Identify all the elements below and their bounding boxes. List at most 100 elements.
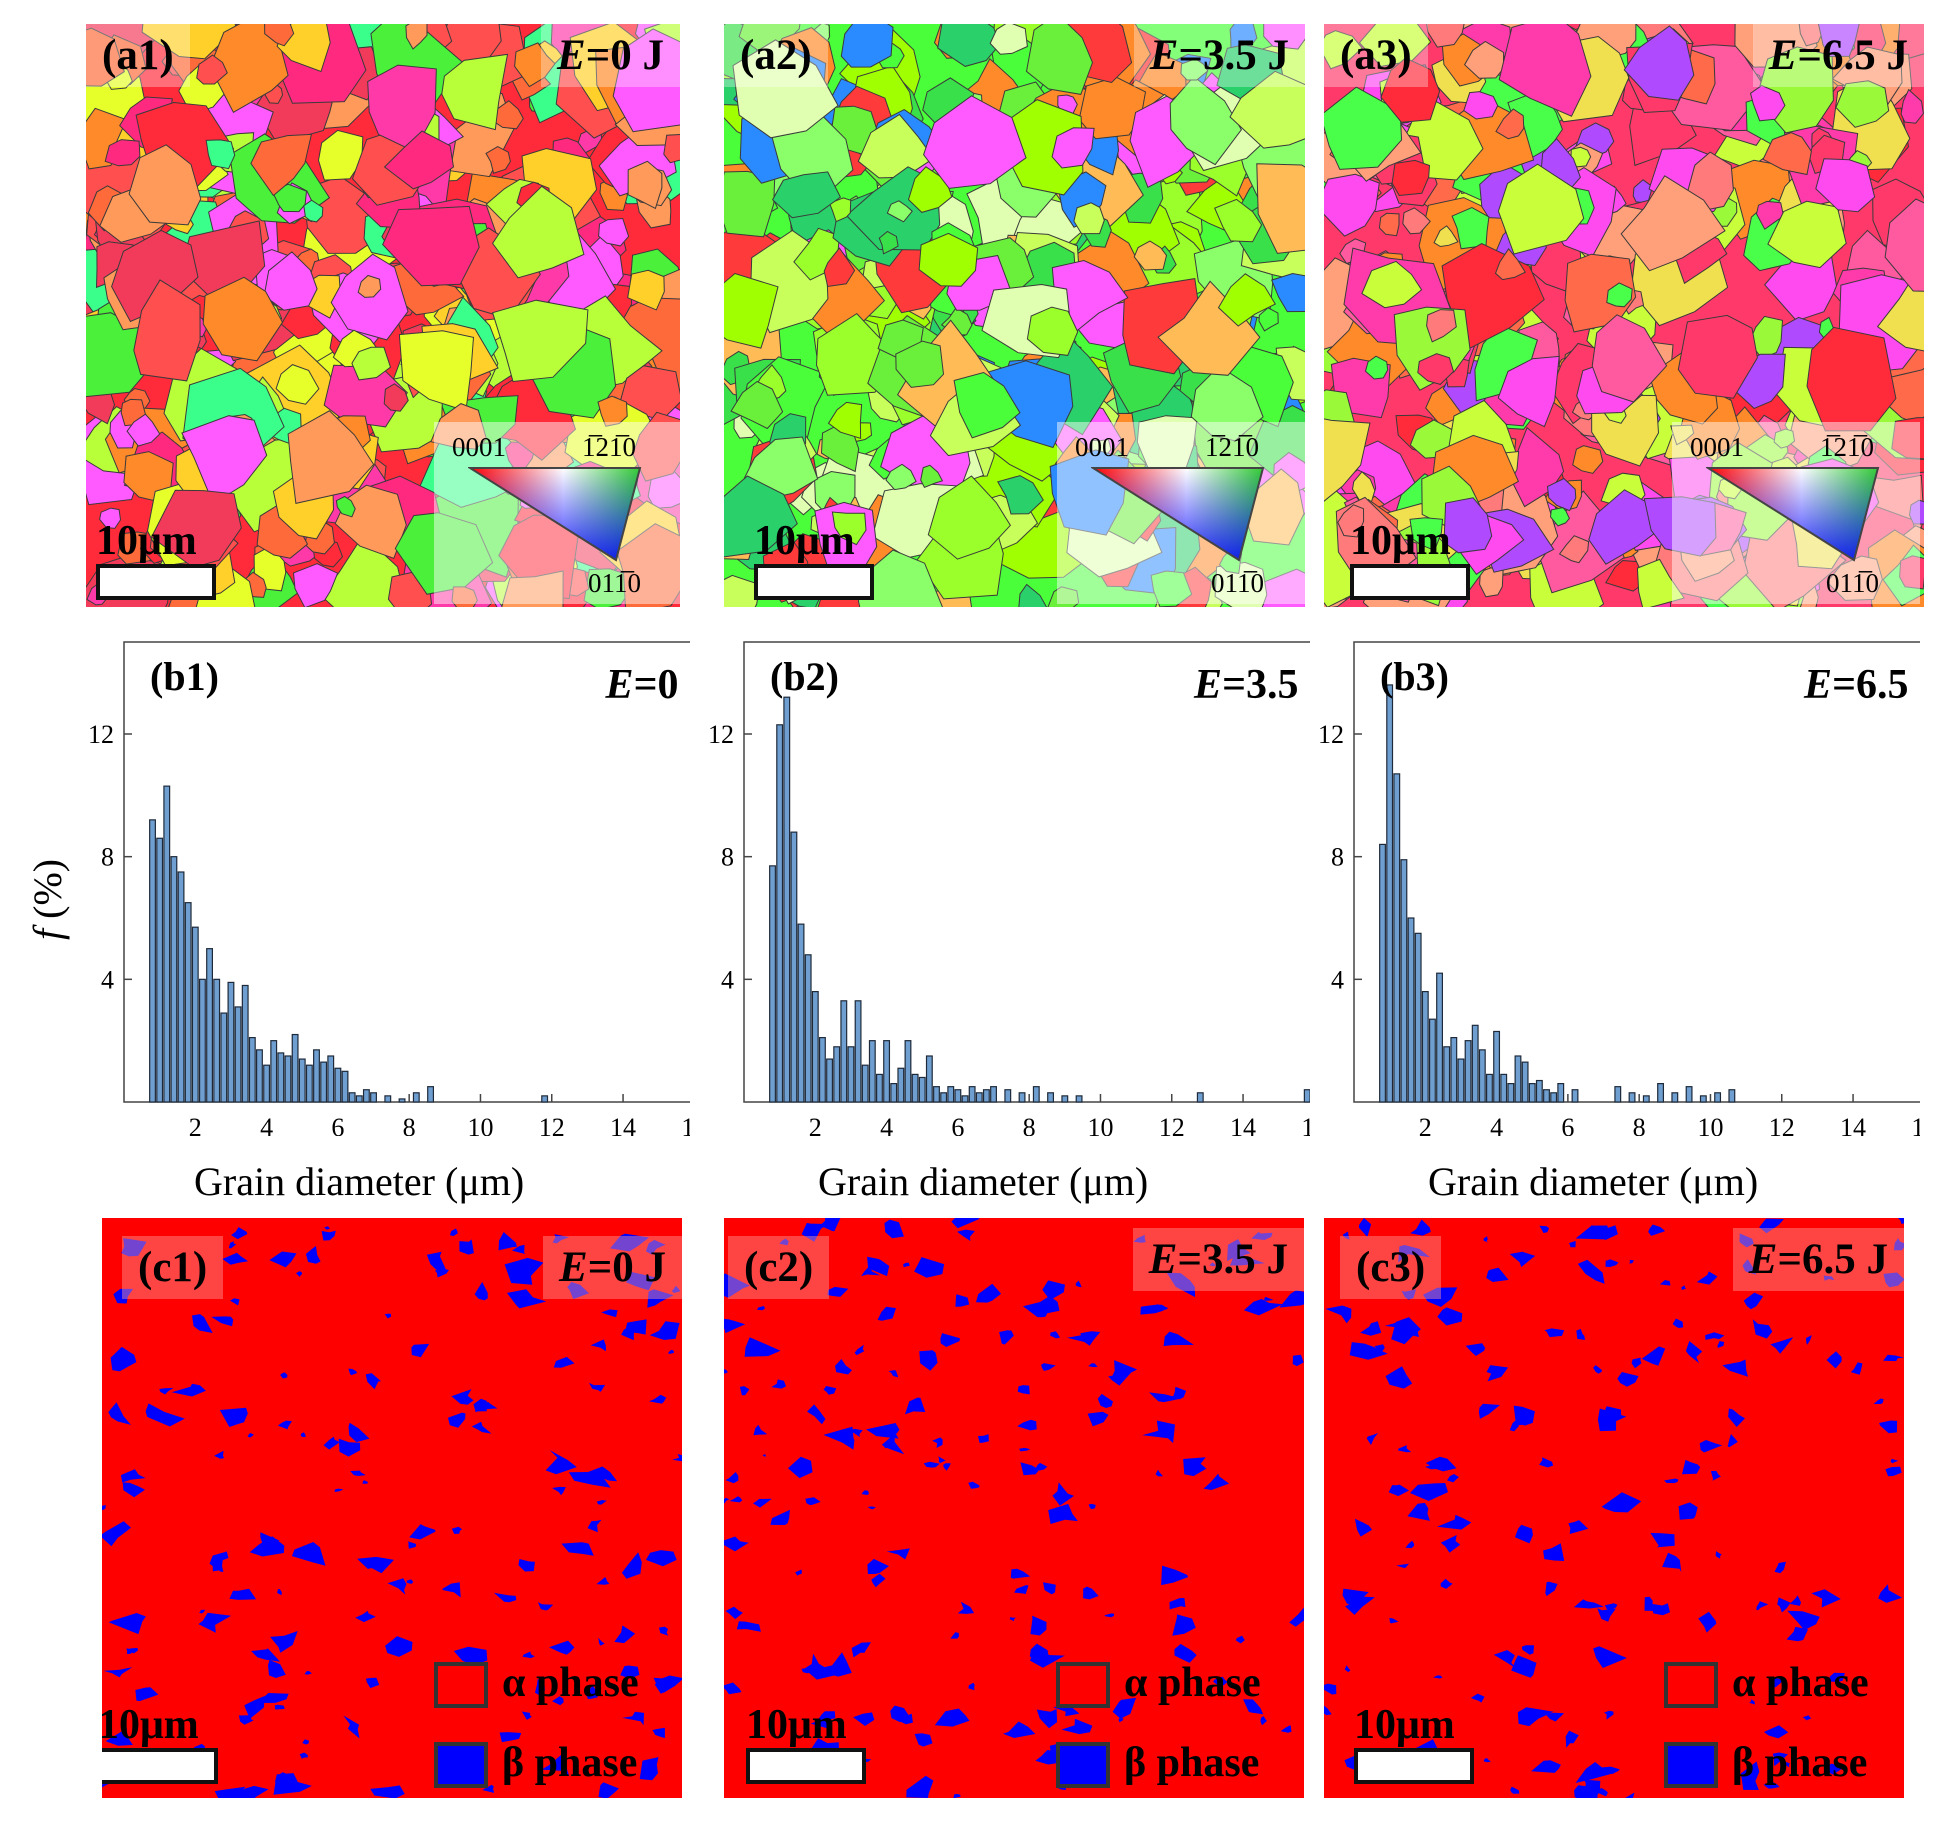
histogram-bar — [1436, 972, 1444, 1103]
panel-label: (c1) — [122, 1236, 224, 1299]
scale-bar-text: 10μm — [746, 1702, 847, 1748]
histogram-bar — [156, 837, 164, 1103]
beta-particle — [110, 1346, 137, 1372]
beta-particle — [1629, 1259, 1634, 1264]
y-tick-label: 4 — [721, 965, 734, 994]
ipf-corner-0110: 011̅0 — [588, 568, 641, 598]
beta-particle — [610, 1233, 650, 1252]
grain — [1180, 58, 1209, 81]
x-tick-label: 6 — [951, 1113, 964, 1136]
beta-particle — [122, 1482, 145, 1498]
histogram-bar — [854, 1000, 862, 1103]
beta-particle — [1159, 1304, 1168, 1310]
histogram-bar — [1685, 1086, 1693, 1103]
histogram-bar — [1671, 1092, 1679, 1103]
energy-label: E=6.5 J — [1752, 24, 1924, 87]
grain — [1620, 175, 1726, 272]
beta-particle — [622, 1711, 645, 1726]
histogram-bar — [811, 991, 819, 1103]
beta-particle — [435, 1268, 449, 1278]
beta-particle — [1342, 1588, 1369, 1609]
grain — [1025, 24, 1094, 95]
grain — [1214, 198, 1263, 243]
beta-particle — [1433, 1675, 1443, 1679]
histogram-bar — [1428, 1018, 1436, 1103]
histogram-bar — [1486, 1073, 1493, 1103]
legend-beta-swatch — [434, 1742, 488, 1788]
histogram-bar — [1457, 1058, 1465, 1103]
beta-particle — [957, 1601, 975, 1614]
grain — [1378, 212, 1400, 237]
beta-particle — [1388, 1484, 1409, 1497]
beta-particle — [1483, 1236, 1489, 1243]
beta-particle — [228, 1241, 237, 1249]
phase-map-c1: (c1) E=0 J α phase β phase 10μm — [102, 1218, 682, 1798]
grain — [303, 199, 324, 223]
beta-particle — [1705, 1332, 1725, 1340]
histogram-bar — [206, 948, 214, 1103]
grain — [1591, 314, 1668, 403]
grain — [150, 489, 242, 569]
beta-particle — [1607, 1259, 1614, 1264]
beta-particle — [1325, 1305, 1352, 1324]
beta-particle — [1756, 1601, 1769, 1611]
beta-particle — [1133, 1234, 1146, 1243]
beta-particle — [1209, 1262, 1216, 1267]
beta-particle — [1034, 1462, 1048, 1471]
histogram-svg: 4812246810121416(b2)E=3.5 J — [708, 641, 1351, 1142]
grain — [491, 185, 585, 279]
grain — [663, 134, 680, 164]
grain — [823, 247, 856, 288]
grain — [287, 410, 375, 505]
x-tick-label: 14 — [1840, 1113, 1866, 1136]
beta-particle — [861, 1265, 881, 1277]
beta-particle — [848, 1428, 863, 1438]
beta-particle — [1597, 1608, 1616, 1622]
beta-particle — [567, 1282, 589, 1300]
phase-image — [102, 1218, 682, 1798]
beta-particle — [1088, 1363, 1098, 1368]
beta-particle — [1279, 1290, 1304, 1308]
beta-particle — [817, 1711, 836, 1721]
legend-beta-text: β phase — [1732, 1740, 1868, 1786]
beta-particle — [823, 1426, 855, 1450]
beta-particle — [171, 1383, 206, 1397]
panel-label: (b1) — [150, 654, 219, 699]
grain — [1214, 561, 1268, 607]
grain — [1495, 108, 1525, 140]
beta-particle — [914, 1257, 945, 1278]
histogram-bar — [1699, 1095, 1707, 1103]
beta-particle — [244, 1696, 265, 1719]
grain — [612, 28, 680, 133]
phase-map-c3: (c3) E=6.5 J α phase β phase 10μm — [1324, 1218, 1904, 1798]
scale-bar-rect — [754, 564, 874, 600]
beta-particle — [999, 1330, 1014, 1345]
beta-particle — [1885, 1466, 1902, 1477]
grain — [501, 570, 564, 607]
beta-particle — [406, 1579, 414, 1584]
y-tick-label: 12 — [708, 720, 734, 749]
beta-particle — [219, 1407, 248, 1427]
beta-particle — [1513, 1405, 1535, 1426]
beta-particle — [1425, 1456, 1457, 1472]
beta-particle — [1883, 1354, 1904, 1362]
histogram-bar — [911, 1073, 919, 1103]
grain — [1078, 76, 1147, 140]
chart-title: E=6.5 J — [1803, 662, 1920, 708]
beta-particle — [1243, 1299, 1283, 1316]
grain — [1047, 586, 1080, 607]
grain — [1623, 25, 1695, 101]
grain — [451, 586, 478, 607]
beta-particle — [1574, 1785, 1598, 1798]
ipf-corner-0001: 0001 — [1075, 432, 1129, 462]
grain — [128, 144, 202, 226]
beta-particle — [639, 1757, 659, 1781]
beta-particle — [108, 1613, 146, 1635]
ipf-triangle-outline — [468, 467, 642, 562]
beta-particle — [1545, 1581, 1558, 1597]
beta-particle — [1342, 1231, 1350, 1240]
legend-alpha: α phase — [1056, 1662, 1296, 1714]
chart-title-var: E — [1803, 662, 1832, 708]
grain — [292, 563, 339, 607]
x-tick-label: 12 — [539, 1113, 565, 1136]
